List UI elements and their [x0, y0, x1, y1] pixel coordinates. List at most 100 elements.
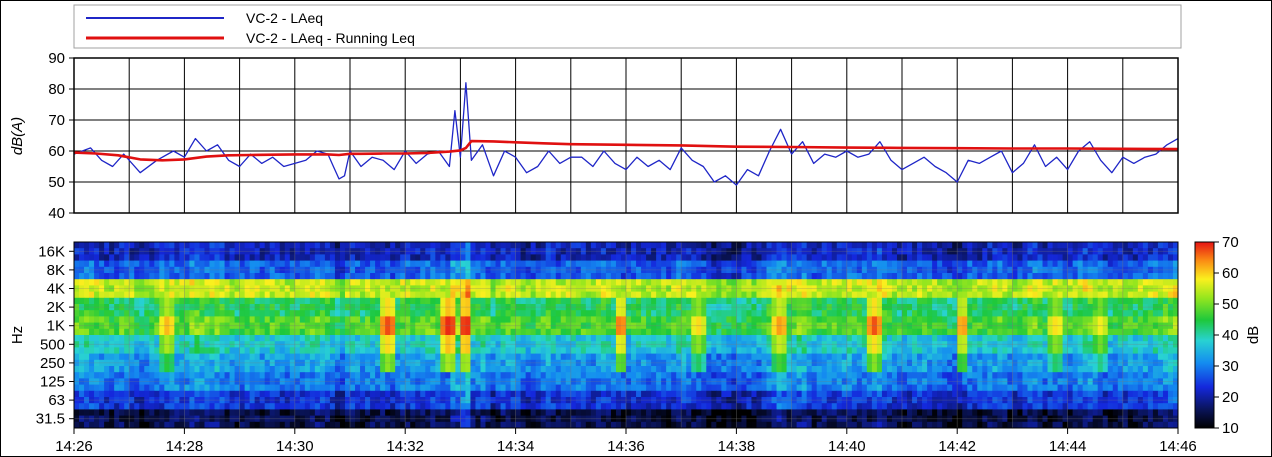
spectrogram-cell: [626, 291, 632, 299]
spectrogram-cell: [380, 291, 386, 299]
spectrogram-cell: [786, 266, 792, 274]
spectrogram-cell: [977, 316, 983, 323]
spectrogram-cell: [1122, 248, 1129, 255]
spectrogram-cell: [380, 372, 386, 379]
spectrogram-cell: [395, 242, 401, 249]
spectrogram-cell: [1092, 322, 1099, 330]
spectrogram-cell: [1147, 291, 1154, 299]
spectrogram-cell: [942, 297, 948, 305]
spectrogram-cell: [751, 353, 757, 361]
spectrogram-cell: [620, 316, 627, 323]
spectrogram-cell: [876, 372, 883, 379]
spectrogram-cell: [239, 242, 246, 249]
spectrogram-cell: [189, 366, 195, 373]
spectrogram-cell: [189, 248, 195, 255]
spectrogram-cell: [1052, 248, 1058, 255]
spectrogram-cell: [1162, 242, 1169, 249]
spectrogram-cell: [1132, 322, 1139, 330]
spectrogram-cell: [771, 359, 777, 367]
spectrogram-cell: [555, 297, 562, 305]
spectrogram-cell: [234, 285, 240, 292]
spectrogram-cell: [922, 260, 928, 268]
spectrogram-cell: [1127, 316, 1134, 323]
spectrogram-cell: [184, 335, 190, 342]
spectrogram-cell: [74, 248, 80, 255]
spectrogram-cell: [119, 242, 125, 249]
spectrogram-cell: [676, 279, 682, 286]
spectrogram-cell: [259, 335, 266, 342]
spectrogram-cell: [390, 353, 396, 361]
spectrogram-cell: [1152, 353, 1159, 361]
spectrogram-cell: [99, 279, 105, 286]
spectrogram-cell: [560, 273, 567, 280]
spectrogram-cell: [284, 372, 291, 379]
spectrogram-cell: [605, 273, 612, 280]
spectrogram-cell: [284, 273, 291, 280]
spectrogram-cell: [620, 291, 627, 299]
spectrogram-cell: [365, 328, 371, 336]
spectrogram-cell: [761, 248, 767, 255]
spectrogram-cell: [631, 366, 637, 373]
spectrogram-cell: [881, 248, 888, 255]
spectrogram-cell: [244, 242, 251, 249]
spectrogram-cell: [535, 347, 542, 354]
spectrogram-cell: [460, 260, 466, 268]
spectrogram-cell: [74, 242, 80, 249]
spectrogram-cell: [154, 378, 160, 385]
spectrogram-cell: [510, 328, 516, 336]
spectrogram-cell: [184, 273, 190, 280]
spectrogram-cell: [505, 341, 511, 348]
spectrogram-cell: [194, 273, 200, 280]
spectrogram-cell: [520, 248, 527, 255]
spectrogram-cell: [575, 273, 582, 280]
spectrogram-cell: [74, 291, 80, 299]
spectrogram-cell: [706, 310, 712, 317]
spectrogram-cell: [420, 366, 426, 373]
spectrogram-cell: [289, 322, 296, 330]
spectrogram-cell: [646, 297, 652, 305]
spectrogram-cell: [380, 322, 386, 330]
spectrogram-cell: [279, 304, 286, 311]
spectrogram-cell: [891, 341, 898, 348]
spectrogram-cell: [269, 254, 276, 261]
spectrogram-cell: [711, 260, 717, 268]
spectrogram-cell: [615, 254, 622, 261]
spectrogram-cell: [380, 279, 386, 286]
spectrogram-cell: [1147, 254, 1154, 261]
spectrogram-cell: [284, 291, 291, 299]
spectrogram-cell: [545, 353, 552, 361]
spectrogram-cell: [876, 291, 883, 299]
spectrogram-cell: [89, 341, 95, 348]
spectrogram-cell: [74, 285, 80, 292]
spectrogram-cell: [841, 316, 848, 323]
spectrogram-cell: [284, 304, 291, 311]
spectrogram-cell: [480, 310, 486, 317]
spectrogram-cell: [831, 366, 838, 373]
spectrogram-cell: [199, 297, 205, 305]
spectrogram-cell: [560, 266, 567, 274]
spectrogram-cell: [836, 260, 843, 268]
spectrogram-cell: [671, 347, 677, 354]
spectrogram-cell: [89, 347, 95, 354]
spectrogram-cell: [440, 316, 446, 323]
spectrogram-cell: [1012, 335, 1018, 342]
spectrogram-cell: [174, 310, 180, 317]
spectrogram-cell: [681, 242, 687, 249]
spectrogram-cell: [841, 242, 848, 249]
spectrogram-cell: [1122, 316, 1129, 323]
spectrogram-cell: [957, 242, 963, 249]
spectrogram-cell: [726, 353, 732, 361]
spectrogram-cell: [124, 254, 130, 261]
spectrogram-cell: [1002, 304, 1008, 311]
spectrogram-cell: [1097, 359, 1104, 367]
spectrogram-cell: [1077, 366, 1084, 373]
spectrogram-cell: [254, 285, 261, 292]
spectrogram-cell: [445, 322, 451, 330]
spectrogram-cell: [696, 353, 702, 361]
spectrogram-cell: [405, 266, 411, 274]
spectrogram-cell: [651, 335, 657, 342]
spectrogram-cell: [1037, 328, 1043, 336]
spectrogram-cell: [982, 322, 988, 330]
spectrogram-cell: [430, 378, 436, 385]
spectrogram-cell: [791, 310, 798, 317]
